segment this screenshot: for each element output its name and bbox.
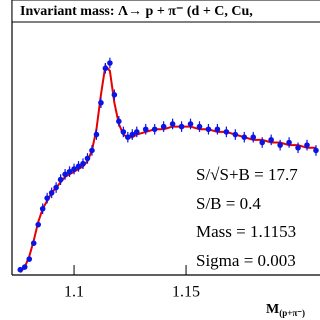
data-point xyxy=(30,240,37,246)
data-point xyxy=(75,163,82,170)
x-label-sub: (p+π⁻) xyxy=(279,308,305,318)
x-label-main: M xyxy=(266,302,279,317)
annotation: Sigma = 0.003 xyxy=(196,251,296,270)
data-point xyxy=(125,134,131,140)
data-point xyxy=(214,126,221,133)
data-point xyxy=(259,139,266,146)
title-box xyxy=(11,0,320,23)
data-point xyxy=(129,131,136,138)
annotation: Mass = 1.1153 xyxy=(196,222,296,241)
data-point xyxy=(178,123,185,130)
data-point xyxy=(116,118,122,125)
data-point xyxy=(120,129,127,135)
data-point xyxy=(84,155,91,162)
annotation: S/√S+B = 17.7 xyxy=(196,165,298,184)
plot-area xyxy=(17,57,319,273)
data-point xyxy=(196,123,203,130)
x-axis-label: M(p+π⁻) xyxy=(266,302,305,318)
data-point xyxy=(107,60,113,66)
x-tick-label: 1.1 xyxy=(64,284,84,301)
data-point xyxy=(93,131,100,138)
x-tick-label: 1.15 xyxy=(172,284,200,301)
data-point xyxy=(169,121,176,127)
annotation: S/B = 0.4 xyxy=(196,194,261,213)
data-point xyxy=(205,126,212,133)
data-point xyxy=(62,171,68,178)
data-point xyxy=(277,142,283,148)
data-point xyxy=(89,147,95,154)
data-point xyxy=(111,92,118,98)
data-point xyxy=(187,121,194,127)
data-point xyxy=(250,134,257,140)
data-point xyxy=(295,145,301,151)
data-point xyxy=(304,142,310,148)
data-point xyxy=(268,137,274,143)
data-point xyxy=(66,168,73,175)
data-point xyxy=(17,266,24,273)
data-point xyxy=(160,123,167,130)
data-point xyxy=(26,256,33,262)
data-point xyxy=(286,139,292,146)
data-point xyxy=(151,126,158,133)
data-point xyxy=(241,134,248,140)
data-point xyxy=(39,205,46,212)
chart-title: Invariant mass: Λ→ p + π⁻ (d + C, Cu, xyxy=(20,4,253,19)
data-point xyxy=(44,195,50,201)
data-point xyxy=(21,264,28,270)
data-point xyxy=(133,129,140,135)
data-point xyxy=(57,176,64,183)
data-point xyxy=(313,147,319,154)
data-point xyxy=(48,190,55,196)
data-point xyxy=(223,129,230,135)
data-point xyxy=(102,65,109,72)
data-point xyxy=(71,166,77,172)
data-point xyxy=(142,126,149,133)
data-point xyxy=(35,221,42,228)
data-point xyxy=(98,99,104,106)
data-point xyxy=(80,160,86,167)
data-point xyxy=(53,184,59,191)
data-point xyxy=(232,131,239,138)
